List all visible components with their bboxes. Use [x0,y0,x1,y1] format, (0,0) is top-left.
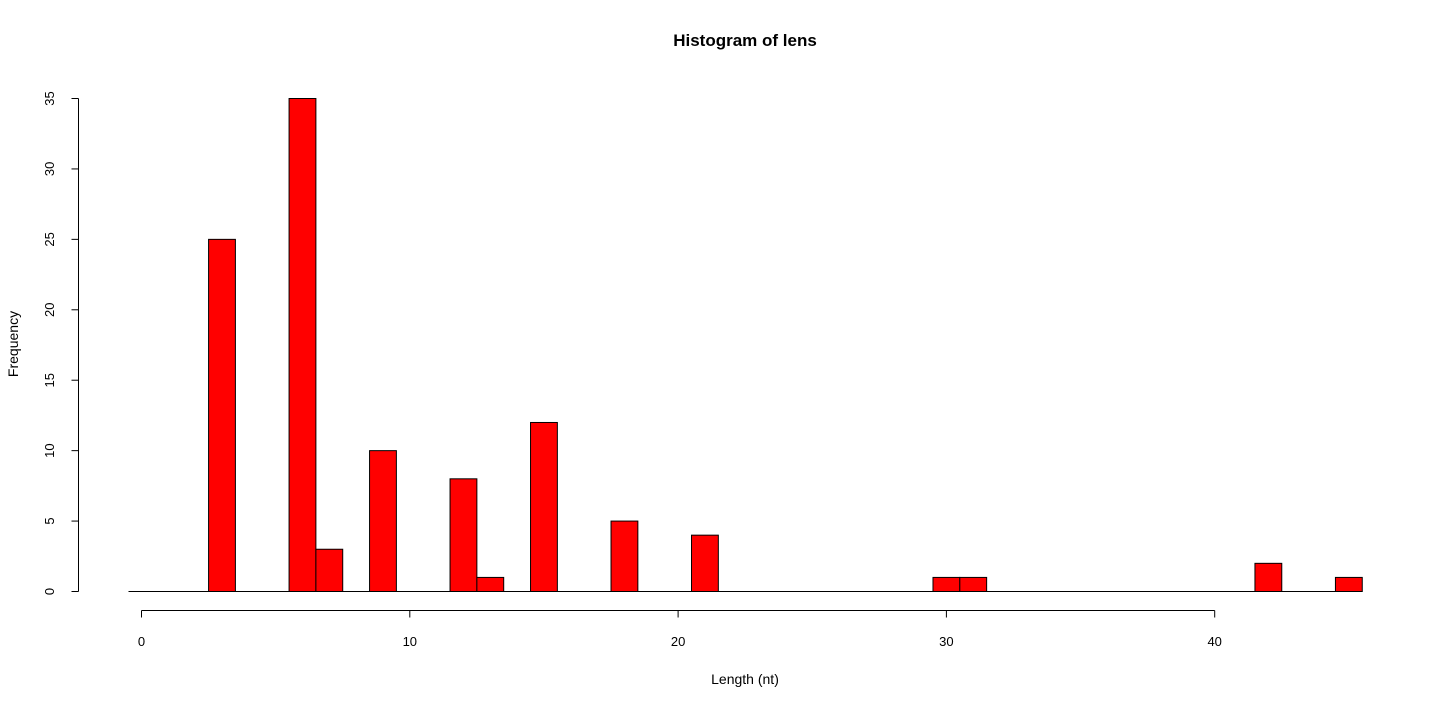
y-tick-label: 30 [42,162,57,176]
histogram-bar [1254,562,1283,592]
histogram-bar [369,450,397,592]
x-tick-label: 30 [939,634,953,649]
histogram-bar [1334,576,1363,593]
y-tick-label: 15 [42,373,57,387]
x-tick-label: 20 [671,634,685,649]
y-tick-label: 10 [42,443,57,457]
histogram-bar [476,576,505,593]
histogram-bar [208,238,236,592]
x-tick-label: 10 [403,634,417,649]
y-tick-label: 5 [42,517,57,524]
histogram-bar [530,421,558,592]
histogram-bar [691,534,719,593]
histogram-bar [959,576,988,593]
y-tick-label: 25 [42,232,57,246]
y-tick-label: 0 [42,588,57,595]
histogram-bar [315,548,344,592]
histogram-bar [449,478,478,593]
y-axis: 0 5 10 15 20 25 30 35 [42,91,79,595]
y-axis-label: Frequency [5,311,21,377]
histogram-bar [288,98,317,592]
x-axis: 0 10 20 30 40 [138,610,1222,649]
x-tick-label: 0 [138,634,145,649]
y-tick-label: 20 [42,303,57,317]
y-tick-label: 35 [42,91,57,105]
bars-group [208,98,1363,593]
histogram-bar [932,576,961,593]
x-axis-label: Length (nt) [711,671,779,687]
x-tick-label: 40 [1207,634,1221,649]
chart-title: Histogram of lens [673,31,817,50]
histogram-bar [610,520,639,592]
